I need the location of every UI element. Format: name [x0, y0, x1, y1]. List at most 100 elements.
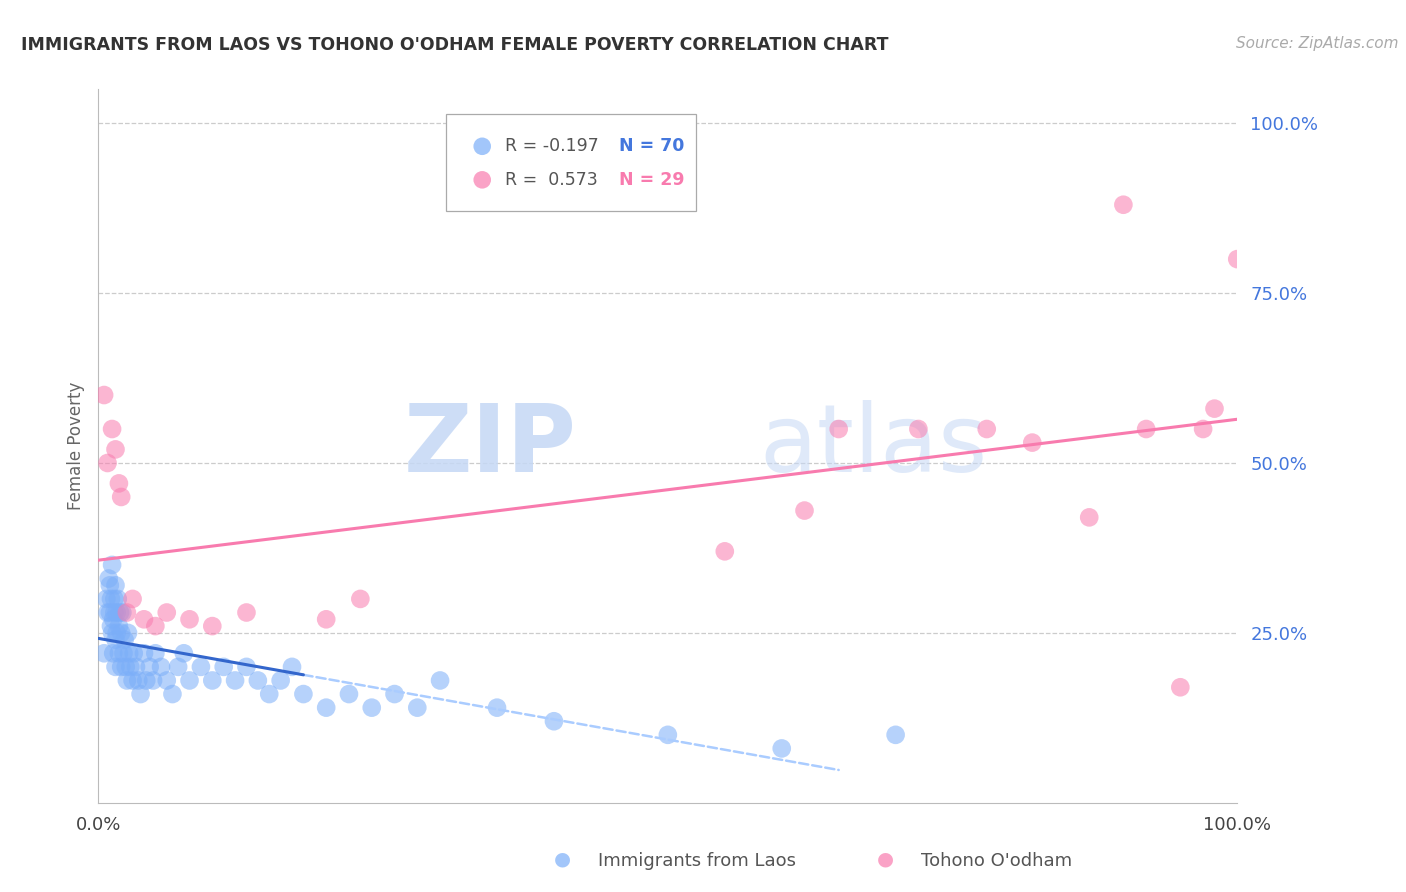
Point — [471, 170, 494, 185]
Point — [714, 544, 737, 558]
Point — [150, 660, 173, 674]
Point — [793, 503, 815, 517]
Point — [132, 646, 155, 660]
Text: N = 29: N = 29 — [619, 171, 685, 189]
Point — [1226, 252, 1249, 266]
Point — [1021, 435, 1043, 450]
Point — [315, 612, 337, 626]
Text: R = -0.197: R = -0.197 — [505, 137, 599, 155]
Point — [127, 673, 149, 688]
Point — [110, 660, 132, 674]
Point — [135, 673, 157, 688]
Point — [103, 591, 125, 606]
Point — [179, 612, 201, 626]
Point — [105, 606, 128, 620]
Point — [657, 728, 679, 742]
Point — [349, 591, 371, 606]
Point — [101, 422, 124, 436]
Point — [1204, 401, 1226, 416]
Text: N = 70: N = 70 — [619, 137, 685, 155]
Text: ●: ● — [554, 849, 571, 869]
Text: R =  0.573: R = 0.573 — [505, 171, 598, 189]
Point — [145, 646, 167, 660]
Point — [112, 646, 135, 660]
Point — [108, 619, 131, 633]
FancyBboxPatch shape — [446, 114, 696, 211]
Point — [120, 660, 142, 674]
Point — [104, 578, 127, 592]
Point — [118, 646, 141, 660]
Point — [212, 660, 235, 674]
Point — [429, 673, 451, 688]
Point — [884, 728, 907, 742]
Point — [93, 646, 115, 660]
Text: IMMIGRANTS FROM LAOS VS TOHONO O'ODHAM FEMALE POVERTY CORRELATION CHART: IMMIGRANTS FROM LAOS VS TOHONO O'ODHAM F… — [21, 36, 889, 54]
Point — [100, 591, 122, 606]
Point — [105, 626, 128, 640]
Point — [142, 673, 165, 688]
Point — [1135, 422, 1157, 436]
Point — [100, 619, 122, 633]
Point — [110, 490, 132, 504]
Point — [471, 202, 494, 217]
Point — [107, 591, 129, 606]
Point — [108, 646, 131, 660]
Point — [270, 673, 292, 688]
Point — [976, 422, 998, 436]
Point — [117, 626, 139, 640]
Point — [201, 619, 224, 633]
Point — [360, 700, 382, 714]
Point — [115, 673, 138, 688]
Point — [259, 687, 281, 701]
Point — [907, 422, 929, 436]
Point — [384, 687, 406, 701]
Point — [224, 673, 246, 688]
Point — [97, 572, 120, 586]
Point — [98, 578, 121, 592]
Point — [406, 700, 429, 714]
Point — [115, 606, 138, 620]
Point — [315, 700, 337, 714]
Point — [103, 646, 125, 660]
Point — [96, 591, 118, 606]
Point — [235, 606, 257, 620]
Point — [129, 687, 152, 701]
Point — [1112, 198, 1135, 212]
Point — [103, 612, 125, 626]
Point — [121, 591, 143, 606]
Point — [828, 422, 851, 436]
Point — [156, 606, 179, 620]
Y-axis label: Female Poverty: Female Poverty — [66, 382, 84, 510]
Point — [114, 660, 136, 674]
Point — [104, 632, 127, 647]
Point — [96, 606, 118, 620]
Point — [292, 687, 315, 701]
Point — [103, 606, 125, 620]
Point — [138, 660, 160, 674]
Text: atlas: atlas — [759, 400, 987, 492]
Text: ZIP: ZIP — [404, 400, 576, 492]
Text: ●: ● — [877, 849, 894, 869]
Text: Tohono O'odham: Tohono O'odham — [921, 852, 1071, 870]
Point — [190, 660, 212, 674]
Point — [104, 442, 127, 457]
Point — [93, 388, 115, 402]
Point — [108, 606, 131, 620]
Point — [162, 687, 184, 701]
Point — [235, 660, 257, 674]
Point — [173, 646, 195, 660]
Point — [1192, 422, 1215, 436]
Point — [543, 714, 565, 729]
Point — [114, 632, 136, 647]
Point — [101, 626, 124, 640]
Point — [770, 741, 793, 756]
Point — [104, 660, 127, 674]
Text: Immigrants from Laos: Immigrants from Laos — [598, 852, 796, 870]
Point — [111, 606, 134, 620]
Point — [96, 456, 118, 470]
Point — [122, 646, 145, 660]
Point — [1078, 510, 1101, 524]
Point — [125, 660, 148, 674]
Point — [167, 660, 190, 674]
Point — [179, 673, 201, 688]
